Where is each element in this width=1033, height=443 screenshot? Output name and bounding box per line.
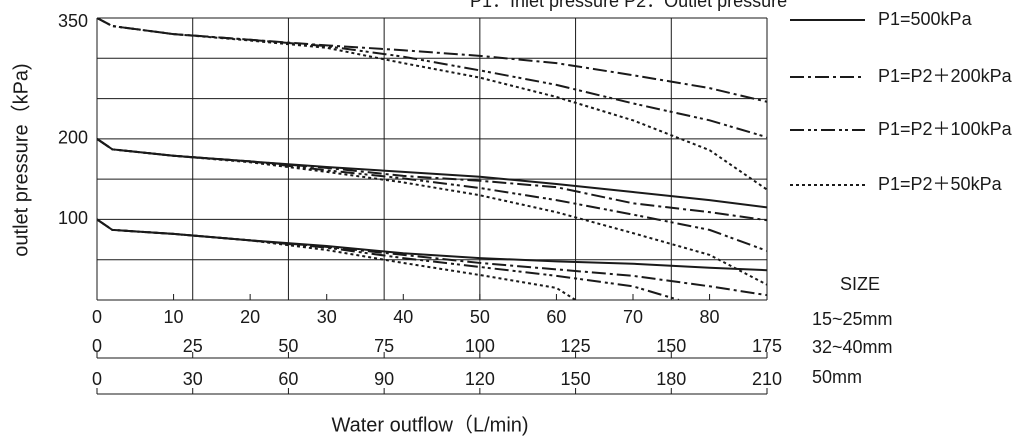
x-tick-label: 210: [752, 369, 782, 389]
y-tick-label: 200: [58, 128, 88, 148]
x-tick-label: 20: [240, 307, 260, 327]
plot-area: [97, 18, 767, 300]
x-tick-label: 75: [374, 336, 394, 356]
x-tick-label: 0: [92, 307, 102, 327]
legend-label: P1=P2＋100kPa: [878, 119, 1013, 139]
x-tick-label: 0: [92, 336, 102, 356]
data-line: [97, 138, 767, 222]
data-line: [97, 218, 767, 297]
x-tick-label: 50: [278, 336, 298, 356]
y-tick-label: 100: [58, 208, 88, 228]
x-tick-label: 150: [656, 336, 686, 356]
data-line: [97, 18, 767, 103]
x-tick-label: 60: [278, 369, 298, 389]
chart-note: P1：Inlet pressure P2：Outlet pressure: [470, 0, 787, 11]
data-line: [97, 138, 767, 252]
x-axis-size-label: 15~25mm: [812, 309, 893, 329]
x-tick-label: 100: [465, 336, 495, 356]
data-line: [97, 138, 767, 209]
size-label: SIZE: [840, 274, 880, 294]
legend-label: P1=P2＋200kPa: [878, 66, 1013, 86]
x-tick-label: 125: [561, 336, 591, 356]
legend-label: P1=500kPa: [878, 9, 973, 29]
legend-label: P1=P2＋50kPa: [878, 174, 1003, 194]
x-tick-label: 80: [700, 307, 720, 327]
y-tick-label: 350: [58, 11, 88, 31]
x-tick-label: 25: [183, 336, 203, 356]
data-line: [97, 218, 767, 272]
x-axis-label: Water outflow（L/min): [331, 413, 528, 436]
x-tick-label: 70: [623, 307, 643, 327]
x-tick-label: 150: [561, 369, 591, 389]
x-tick-label: 50: [470, 307, 490, 327]
x-axis-size-label: 50mm: [812, 367, 862, 387]
x-tick-label: 30: [317, 307, 337, 327]
x-tick-label: 0: [92, 369, 102, 389]
x-tick-label: 180: [656, 369, 686, 389]
data-line: [97, 218, 577, 300]
data-line: [97, 18, 767, 139]
data-line: [97, 18, 767, 191]
x-tick-label: 60: [546, 307, 566, 327]
x-tick-label: 90: [374, 369, 394, 389]
data-line: [97, 138, 767, 286]
x-tick-label: 120: [465, 369, 495, 389]
x-tick-label: 30: [183, 369, 203, 389]
x-axis-size-label: 32~40mm: [812, 337, 893, 357]
x-tick-label: 10: [164, 307, 184, 327]
x-tick-label: 175: [752, 336, 782, 356]
x-tick-label: 40: [393, 307, 413, 327]
y-axis-label: outlet pressure（kPa): [9, 63, 32, 256]
